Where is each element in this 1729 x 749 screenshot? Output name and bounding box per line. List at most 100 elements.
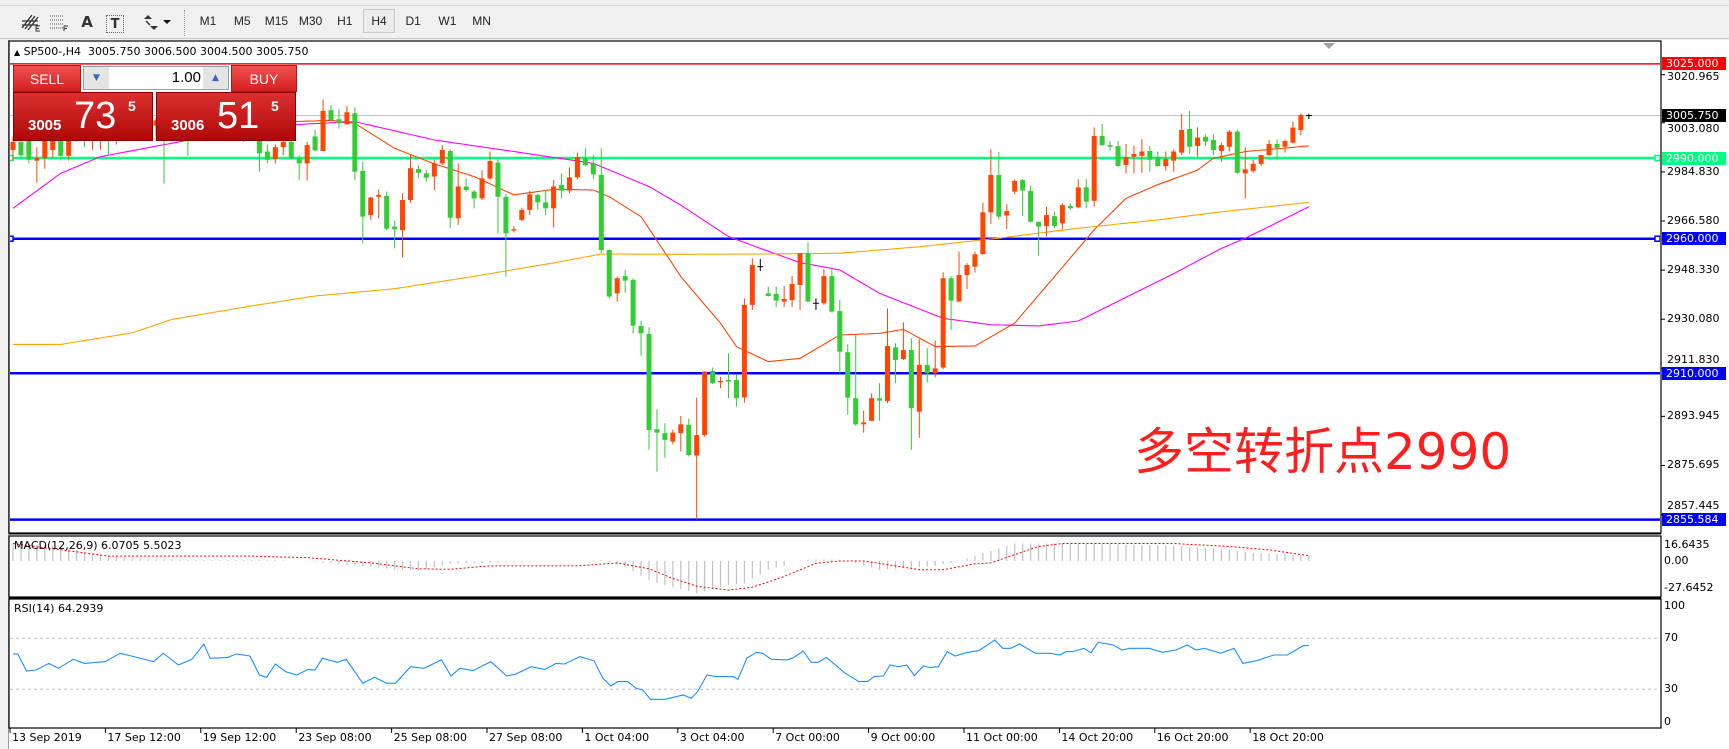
candle-body xyxy=(718,381,724,383)
candle-body xyxy=(829,276,835,312)
macd-signal-line xyxy=(12,543,1309,591)
candle xyxy=(1004,204,1010,230)
time-axis-label: 3 Oct 04:00 xyxy=(679,731,745,744)
timeframe-w1-button[interactable]: W1 xyxy=(438,14,457,28)
candle xyxy=(622,269,628,293)
candle xyxy=(463,178,469,192)
candle xyxy=(964,263,970,290)
candle-body xyxy=(1266,144,1272,156)
lot-decrease-button[interactable]: ▼ xyxy=(84,67,109,89)
candle-body xyxy=(471,191,477,199)
timeframe-h1-button[interactable]: H1 xyxy=(337,14,353,28)
candle-body xyxy=(845,352,851,398)
candle-body xyxy=(1012,180,1018,192)
candle xyxy=(376,189,382,219)
candle-body xyxy=(781,298,787,302)
lot-size-input[interactable]: 1.00 xyxy=(171,69,201,86)
timeframe-m1-button[interactable]: M1 xyxy=(199,14,217,28)
chart-shift-icon[interactable] xyxy=(1323,43,1335,49)
candle xyxy=(559,173,565,199)
sell-button[interactable]: SELL xyxy=(13,65,81,92)
fibo-channel-icon[interactable] xyxy=(46,10,72,34)
candle-body xyxy=(1242,169,1248,174)
candle xyxy=(344,106,350,125)
candle-body xyxy=(360,170,366,217)
candle xyxy=(439,145,445,165)
text-icon[interactable]: A xyxy=(81,13,93,31)
price-level-tag: 2990.000 xyxy=(1662,151,1726,165)
candle xyxy=(1171,149,1177,172)
ask-price-button[interactable]: 3006 51 5 xyxy=(156,92,296,141)
price-axis-label: 2948.330 xyxy=(1667,263,1720,277)
chart-annotation-text[interactable]: 多空转折点2990 xyxy=(1134,423,1512,481)
time-axis-label: 7 Oct 00:00 xyxy=(775,731,840,744)
buy-button[interactable]: BUY xyxy=(231,65,297,92)
fibo-expansion-icon[interactable] xyxy=(18,10,44,34)
candle xyxy=(471,190,477,209)
candle xyxy=(408,155,413,204)
candle-body xyxy=(447,151,453,218)
candle xyxy=(996,152,1002,220)
candle-body xyxy=(1107,145,1113,147)
time-axis-label: 25 Sep 08:00 xyxy=(393,731,468,744)
candle-body xyxy=(66,133,72,156)
timeframe-h4-button[interactable]: H4 xyxy=(363,9,395,33)
candle xyxy=(1266,139,1272,156)
candle-body xyxy=(503,196,509,234)
candle xyxy=(447,149,453,229)
candle-body xyxy=(1020,180,1026,191)
arrows-icon[interactable] xyxy=(140,10,174,34)
price-level-tag: 2910.000 xyxy=(1662,366,1726,380)
bid-price-button[interactable]: 3005 73 5 xyxy=(13,92,153,141)
candle-body xyxy=(932,368,938,374)
candle-body xyxy=(940,278,946,368)
candle xyxy=(869,393,875,421)
candle-body xyxy=(408,168,413,200)
candle xyxy=(726,353,731,399)
candle xyxy=(789,276,795,308)
candle-body xyxy=(487,160,493,179)
timeframe-m5-button[interactable]: M5 xyxy=(233,14,251,28)
candle-body xyxy=(980,212,986,255)
rsi-axis-label: 30 xyxy=(1664,682,1678,696)
symbol-triangle-icon[interactable]: ▲ xyxy=(14,48,21,57)
candle xyxy=(360,161,366,244)
toolbar-grip[interactable] xyxy=(184,10,186,36)
candle xyxy=(1059,203,1065,230)
high-value: 3006.500 xyxy=(144,45,197,58)
candle xyxy=(694,397,700,520)
candle-body xyxy=(1036,221,1042,227)
timeframe-mn-button[interactable]: MN xyxy=(472,14,491,28)
candle xyxy=(916,339,922,438)
candle-body xyxy=(1258,155,1264,164)
candle xyxy=(1290,121,1296,144)
text-label-icon[interactable]: T xyxy=(106,15,124,33)
candle-body xyxy=(1155,157,1161,167)
candle xyxy=(932,340,938,378)
candle xyxy=(892,343,898,384)
timeframe-d1-button[interactable]: D1 xyxy=(405,14,421,28)
candle xyxy=(646,327,652,450)
macd-axis-label: -27.6452 xyxy=(1664,580,1714,594)
candle-body xyxy=(415,169,421,173)
candle xyxy=(487,151,493,181)
time-axis-label: 1 Oct 04:00 xyxy=(584,731,650,744)
candle xyxy=(415,164,421,179)
candle-body xyxy=(26,136,32,160)
lot-size-stepper[interactable]: ▼ 1.00 ▲ xyxy=(83,66,229,90)
candle-body xyxy=(392,226,398,230)
candle xyxy=(527,190,533,216)
candle-body xyxy=(312,136,318,151)
timeframe-m30-button[interactable]: M30 xyxy=(298,14,323,28)
candle xyxy=(765,286,771,297)
lot-increase-button[interactable]: ▲ xyxy=(203,67,228,89)
candle-body xyxy=(1067,205,1073,209)
candle xyxy=(352,107,358,181)
candle xyxy=(853,335,859,426)
candle xyxy=(296,155,302,181)
candle xyxy=(567,167,572,194)
candle-body xyxy=(733,379,739,399)
candle-body xyxy=(670,432,676,442)
candle-body xyxy=(384,195,390,229)
timeframe-m15-button[interactable]: M15 xyxy=(264,14,289,28)
